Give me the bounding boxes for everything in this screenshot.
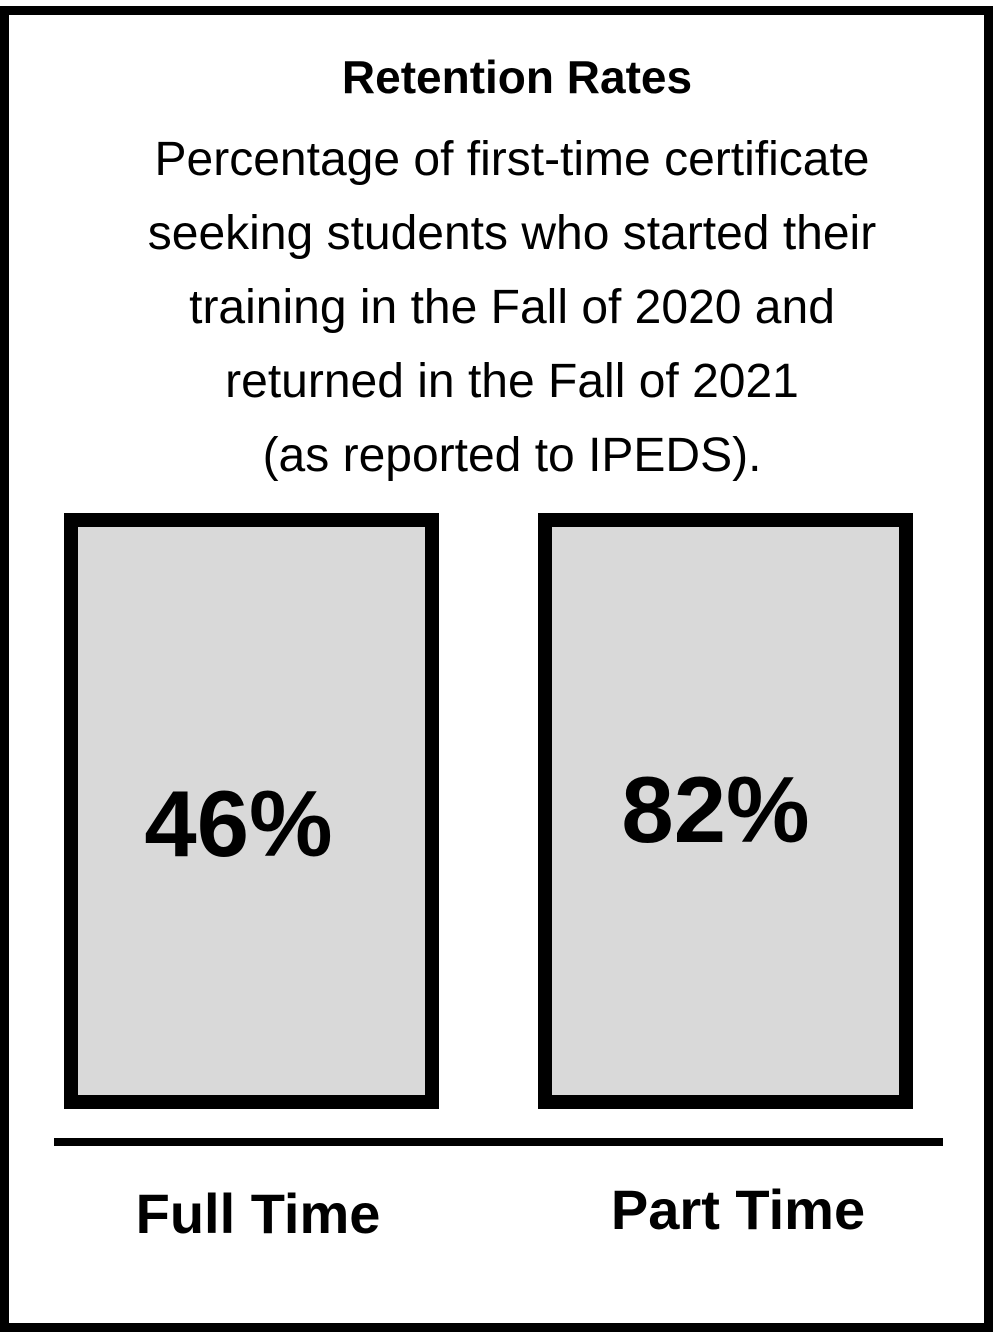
- full-time-rate-value: 46%: [144, 771, 333, 876]
- description-line: (as reported to IPEDS).: [262, 429, 762, 482]
- part-time-label: Part Time: [610, 1178, 866, 1241]
- full-time-label: Full Time: [135, 1182, 381, 1245]
- description-line: returned in the Fall of 2021: [225, 355, 799, 408]
- description-line: Percentage of first-time certificate: [154, 133, 870, 186]
- infographic-title: Retention Rates: [341, 51, 693, 103]
- description-line: seeking students who started their: [147, 207, 877, 260]
- part-time-rate-box: 82%: [538, 513, 913, 1109]
- full-time-rate-box: 46%: [64, 513, 439, 1109]
- part-time-rate-value: 82%: [621, 757, 810, 862]
- baseline-divider: [54, 1138, 943, 1146]
- description-line: training in the Fall of 2020 and: [189, 281, 835, 334]
- infographic-description: Percentage of first-time certificate see…: [9, 123, 993, 493]
